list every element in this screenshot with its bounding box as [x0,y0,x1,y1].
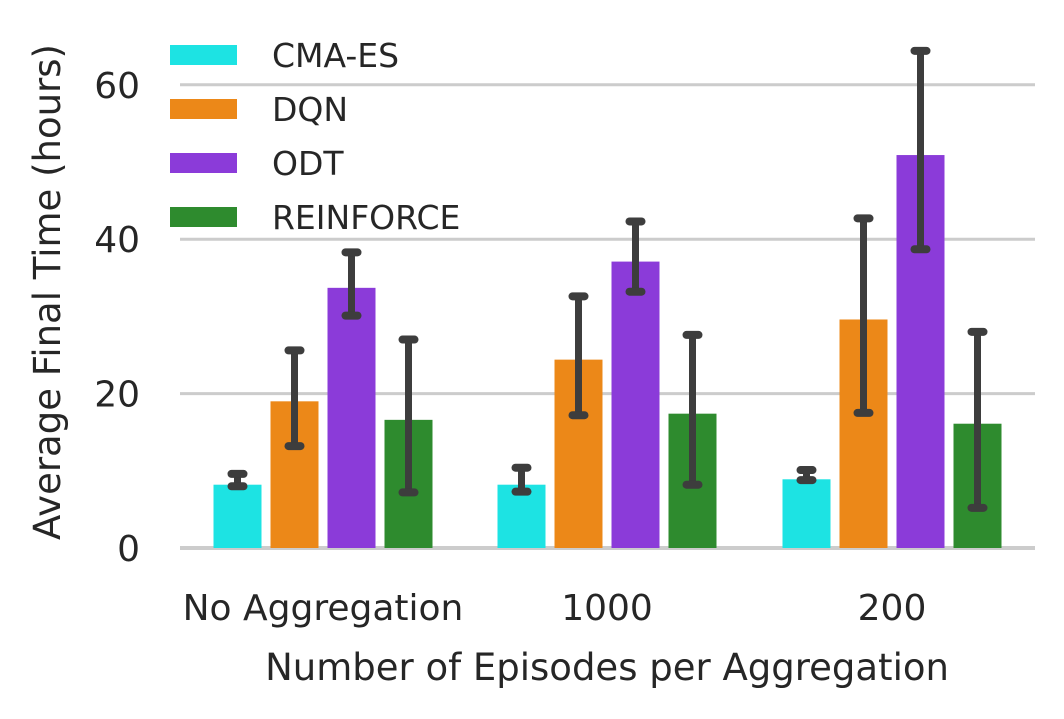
y-tick-label: 40 [94,220,140,261]
error-bars [227,46,988,512]
legend-swatch [170,99,237,119]
y-tick-label: 0 [117,529,140,570]
x-tick-label: 200 [858,588,927,629]
x-tick-label: 1000 [561,588,653,629]
gridlines [180,83,1035,550]
legend-label: CMA-ES [272,36,399,75]
legend-swatch [170,45,237,65]
legend-swatch [170,207,237,227]
legend-label: REINFORCE [272,198,460,237]
legend: CMA-ES DQN ODT REINFORCE [170,36,460,237]
bar [782,479,831,548]
legend-label: ODT [272,144,344,183]
bar [611,261,660,548]
y-tick-label: 60 [94,66,140,107]
bar [213,484,262,548]
y-tick-label: 20 [94,375,140,416]
legend-label: DQN [272,90,348,129]
x-tick-labels: No Aggregation 1000 200 [183,588,927,629]
x-tick-label: No Aggregation [183,588,464,629]
y-tick-labels: 0 20 40 60 [94,66,140,570]
bar [327,287,376,548]
bars [213,155,1002,548]
x-axis-label: Number of Episodes per Aggregation [265,646,949,689]
legend-swatch [170,153,237,173]
y-axis-label: Average Final Time (hours) [26,44,69,540]
